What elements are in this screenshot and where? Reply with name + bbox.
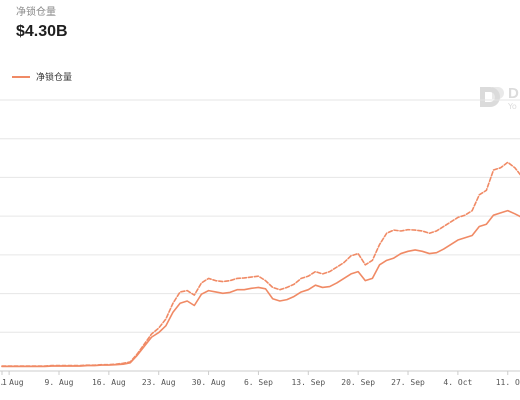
x-tick-label: 4. Oct [443,378,472,387]
x-tick-label: 6. Sep [244,378,273,387]
x-tick-label: 23. Aug [142,378,176,387]
x-tick-label: 9. Aug [45,378,74,387]
x-tick-label: 20. Sep [341,378,375,387]
chart-legend[interactable]: 净锁仓量 [12,70,72,83]
series-line-solid[interactable] [1,209,520,368]
metric-header: 净锁仓量 $4.30B [16,6,68,42]
grid-lines [0,99,520,372]
x-tick-label: 2. Aug [0,378,24,387]
x-tick-label: 13. Sep [291,378,325,387]
metric-label: 净锁仓量 [16,7,56,18]
watermark: D Yo [478,85,519,111]
x-tick-label: 30. Aug [192,378,226,387]
x-tick-label: 27. Sep [391,378,425,387]
metric-value: $4.30B [16,23,68,40]
series-lines [1,161,520,368]
x-tick-label: 11. O [496,378,520,387]
series-line-dashed[interactable] [1,161,520,367]
x-axis: 12. Aug 9. Aug 16. Aug 23. Aug 30. Aug 6. Sep… [0,371,520,387]
x-tick-label: 1 [2,378,7,387]
watermark-sub: Yo [508,102,517,111]
x-tick-label: 16. Aug [92,378,126,387]
legend-swatch [12,75,30,78]
watermark-logo-icon [480,87,504,107]
watermark-text: D [508,85,519,102]
legend-label: 净锁仓量 [36,73,73,83]
